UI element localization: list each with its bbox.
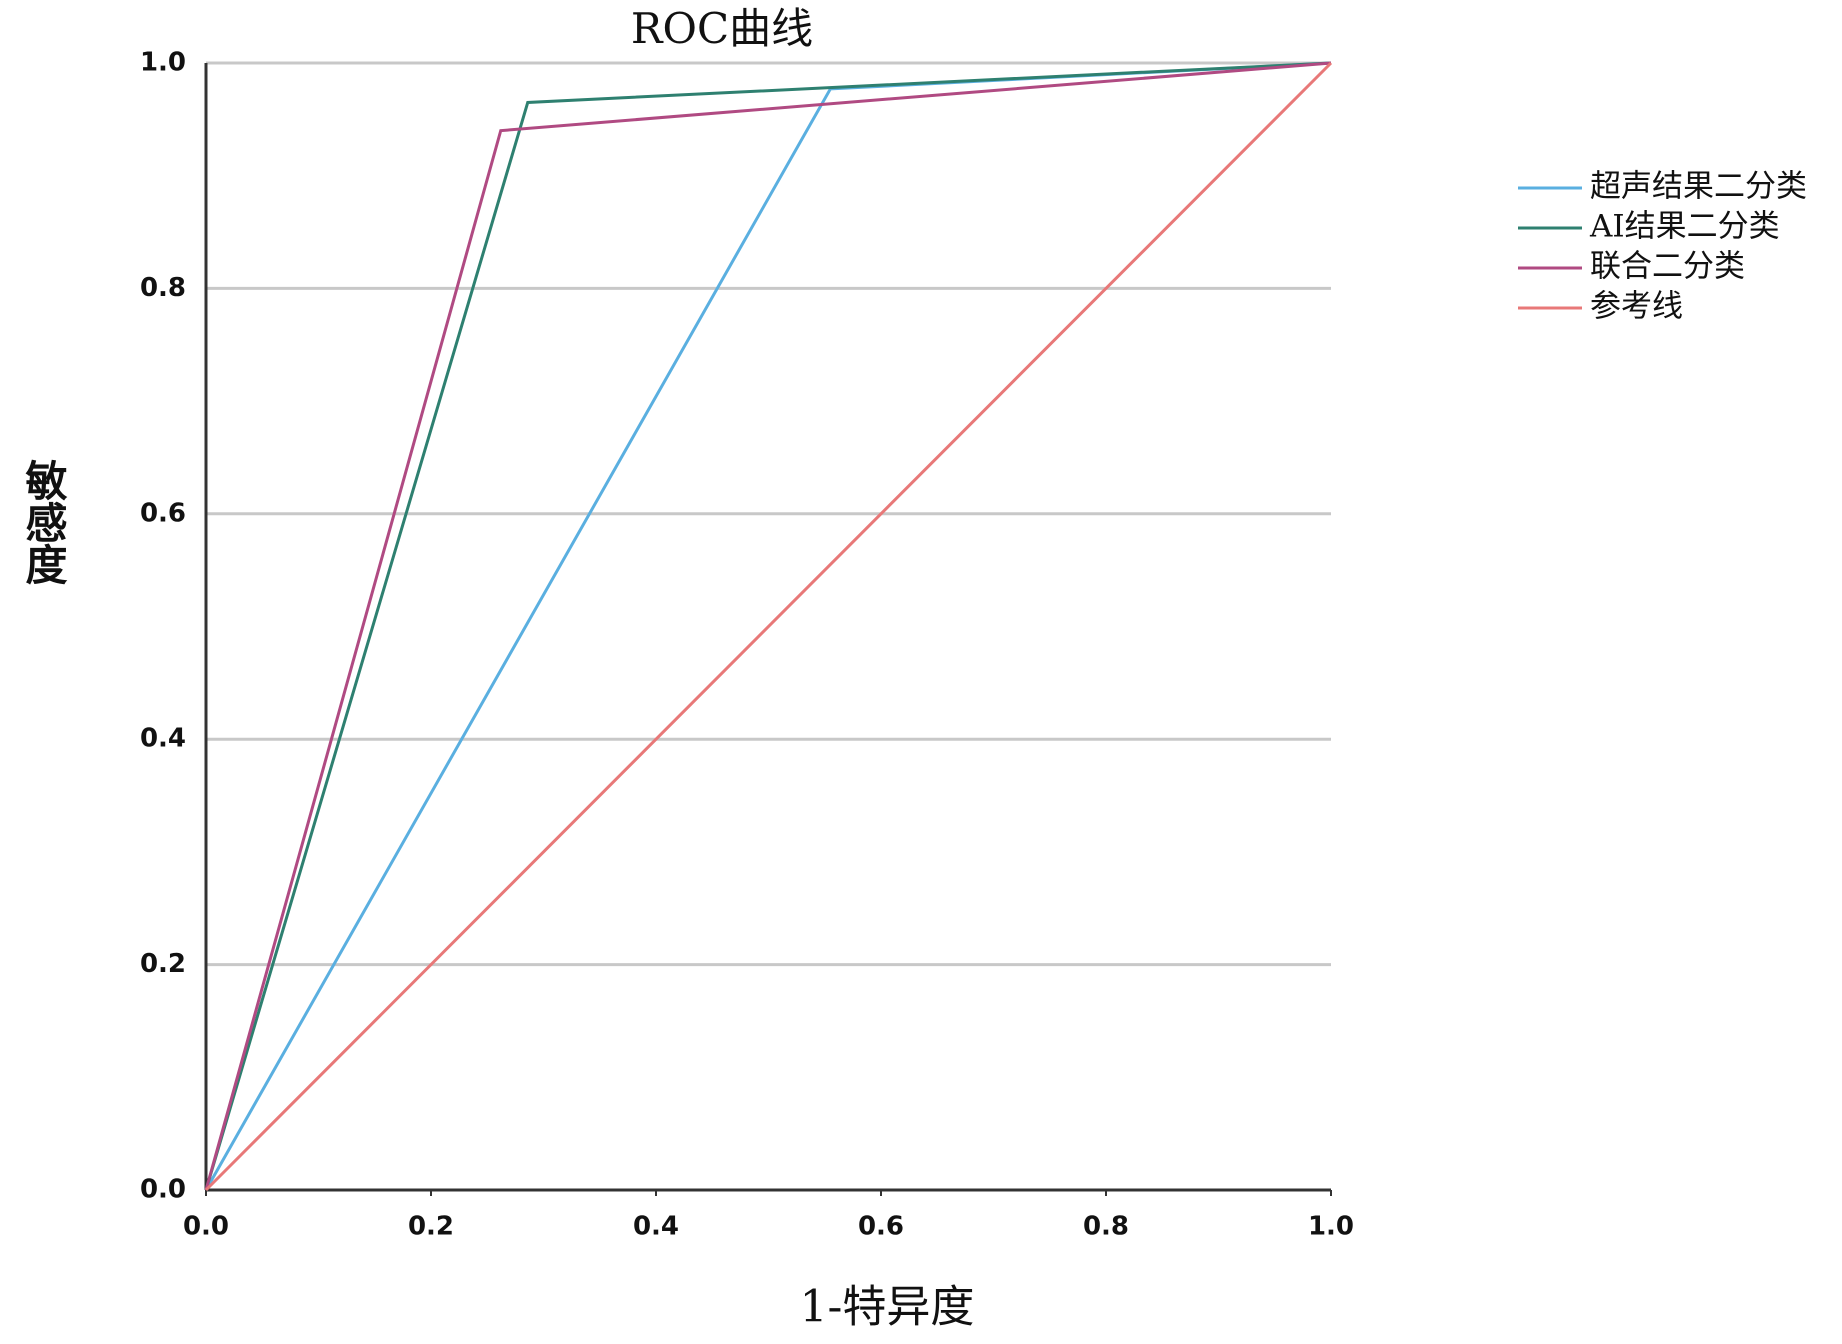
roc-line <box>204 61 1332 1191</box>
x-tick-label: 1.0 <box>1308 1212 1354 1242</box>
y-tick-label: 0.0 <box>140 1175 186 1205</box>
legend-label: 联合二分类 <box>1590 249 1745 285</box>
x-tick-label: 0.4 <box>633 1212 679 1242</box>
y-tick-label: 0.6 <box>140 498 186 528</box>
chart-title: ROC曲线 <box>631 4 813 53</box>
roc-line <box>204 61 1333 1192</box>
x-tick-label: 0.6 <box>858 1212 904 1242</box>
legend-label: 参考线 <box>1590 289 1683 325</box>
y-tick-label: 0.2 <box>140 949 186 979</box>
x-tick-label: 0.2 <box>408 1212 454 1242</box>
y-axis-label: 敏感度 <box>19 459 68 585</box>
roc-line <box>204 61 1332 1191</box>
x-tick-label: 0.8 <box>1083 1212 1129 1242</box>
y-tick-label: 1.0 <box>140 48 186 78</box>
x-axis-label: 1-特异度 <box>800 1282 975 1333</box>
legend-label: 超声结果二分类 <box>1590 169 1807 205</box>
legend-label: AI结果二分类 <box>1589 209 1780 245</box>
x-tick-label: 0.0 <box>183 1212 229 1242</box>
y-tick-label: 0.4 <box>140 724 186 754</box>
y-tick-label: 0.8 <box>140 273 186 303</box>
